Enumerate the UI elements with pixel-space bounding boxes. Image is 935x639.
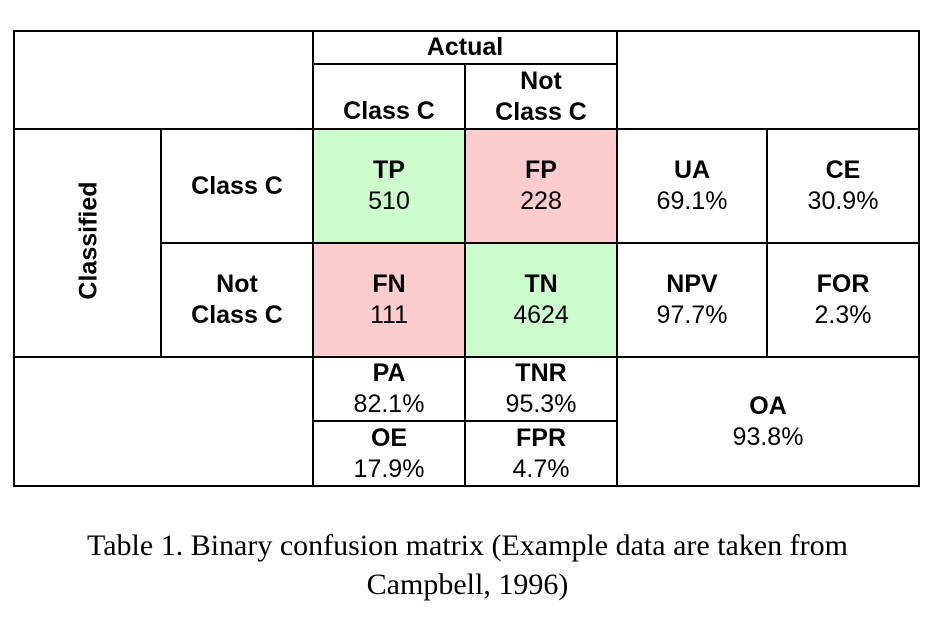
npv-label: NPV [666, 270, 718, 298]
grid-line [918, 30, 920, 487]
tn-value: 4624 [513, 301, 569, 329]
cell-ua: UA 69.1% [618, 130, 766, 242]
fp-value: 228 [520, 187, 562, 215]
caption-line-2: Campbell, 1996) [366, 568, 569, 601]
fn-value: 111 [369, 301, 408, 329]
ce-label: CE [825, 156, 861, 184]
grid-line [13, 356, 919, 358]
grid-line [13, 485, 919, 487]
fpr-value: 4.7% [512, 454, 570, 483]
ua-value: 69.1% [656, 187, 728, 215]
row-class-c-label: Class C [191, 171, 283, 200]
ua-label: UA [673, 156, 711, 184]
cell-npv: NPV 97.7% [618, 244, 766, 356]
cell-for: FOR 2.3% [768, 244, 918, 356]
cell-oe: OE 17.9% [314, 422, 464, 485]
tnr-label: TNR [515, 359, 567, 387]
row-header-not-class-c: Not Class C [162, 244, 312, 356]
grid-line [13, 30, 919, 32]
cell-tp: TP 510 [314, 130, 464, 242]
grid-line [13, 128, 919, 130]
npv-value: 97.7% [656, 301, 728, 329]
grid-line [13, 30, 15, 487]
oa-value: 93.8% [732, 422, 804, 451]
cell-oa: OA 93.8% [618, 358, 918, 485]
cell-fpr: FPR 4.7% [466, 422, 616, 485]
col-class-c-label: Class C [343, 97, 435, 125]
oe-value: 17.9% [353, 454, 425, 483]
row-not-label-line2: Class C [191, 301, 283, 329]
col-not-label-line2: Class C [495, 97, 587, 126]
row-header-class-c: Class C [162, 130, 312, 242]
cell-fn: FN 111 [314, 244, 464, 356]
grid-line [766, 128, 768, 358]
grid-line [464, 63, 466, 487]
oa-label: OA [749, 391, 787, 420]
tn-label: TN [524, 270, 558, 298]
grid-line [616, 30, 618, 487]
grid-line [160, 242, 919, 244]
col-header-not-class-c: Not Class C [466, 65, 616, 128]
grid-line [312, 30, 314, 487]
tp-label: TP [373, 156, 405, 184]
ce-value: 30.9% [807, 187, 879, 215]
actual-header: Actual [314, 32, 616, 63]
tp-value: 510 [368, 187, 410, 215]
table-caption: Table 1. Binary confusion matrix (Exampl… [0, 526, 935, 604]
col-header-class-c: Class C [314, 80, 464, 143]
cell-tn: TN 4624 [466, 244, 616, 356]
caption-line-1: Table 1. Binary confusion matrix (Exampl… [87, 529, 848, 562]
pa-value: 82.1% [353, 390, 425, 418]
fn-label: FN [372, 270, 406, 298]
cell-ce: CE 30.9% [768, 130, 918, 242]
fpr-label: FPR [516, 423, 566, 452]
for-label: FOR [816, 270, 870, 298]
cell-fp: FP 228 [466, 130, 616, 242]
tnr-value: 95.3% [505, 390, 577, 418]
cell-tnr: TNR 95.3% [466, 358, 616, 420]
actual-label: Actual [426, 33, 504, 61]
col-not-label-line1: Not [520, 66, 562, 95]
classified-label: Classified [74, 181, 103, 300]
row-not-label-line1: Not [216, 270, 258, 298]
fp-label: FP [525, 156, 557, 184]
pa-label: PA [372, 359, 406, 387]
oe-label: OE [370, 423, 408, 452]
cell-pa: PA 82.1% [314, 358, 464, 420]
for-value: 2.3% [814, 301, 872, 329]
grid-line [160, 128, 162, 358]
